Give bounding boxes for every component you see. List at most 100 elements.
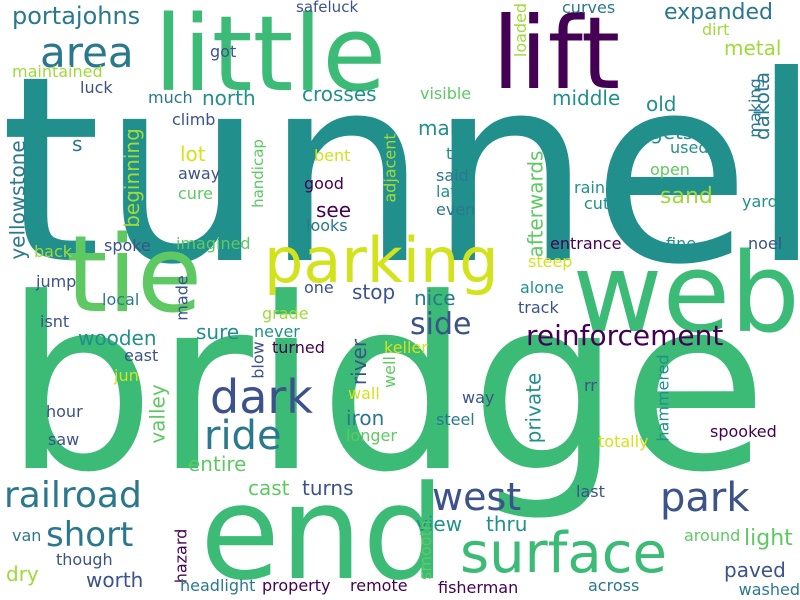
word-expanded: expanded [664, 0, 774, 25]
word-old: old [646, 92, 677, 116]
word-sand: sand [660, 184, 713, 209]
word-jun: jun [114, 366, 139, 385]
word-climb: climb [172, 110, 216, 129]
word-end: end [200, 457, 445, 600]
word-beginning: beginning [119, 128, 144, 228]
word-view: view [416, 512, 463, 536]
word-around: around [684, 526, 741, 545]
word-smooth: smooth [415, 520, 435, 580]
word-steep: steep [528, 252, 573, 271]
word-totally: totally [598, 432, 649, 451]
word-see: see [316, 198, 352, 222]
word-s: s [72, 132, 83, 156]
word-van: van [12, 526, 42, 545]
word-got: got [210, 42, 237, 61]
word-loaded: loaded [511, 2, 531, 58]
word-much: much [148, 88, 193, 107]
word-fisherman: fisherman [438, 578, 519, 597]
word-spooked: spooked [710, 422, 777, 441]
word-afterwards: afterwards [523, 150, 548, 258]
word-sure: sure [196, 320, 240, 344]
word-alone: alone [520, 278, 565, 297]
word-looks: looks [306, 216, 348, 235]
word-way: way [462, 388, 495, 407]
word-bridge: bridge [4, 248, 768, 525]
word-hour: hour [46, 402, 83, 421]
word-portajohns: portajohns [12, 2, 141, 30]
word-well: well [379, 356, 399, 388]
word-used: used [670, 138, 709, 157]
word-wooden: wooden [78, 326, 157, 350]
word-maintained: maintained [12, 62, 103, 81]
word-web: web [572, 229, 800, 357]
word-light: light [744, 526, 793, 551]
word-though: though [56, 550, 113, 569]
word-crosses: crosses [302, 82, 377, 106]
word-make: make [418, 116, 473, 140]
word-lot: lot [180, 142, 206, 166]
word-lift: lift [492, 0, 621, 112]
word-back: back [34, 242, 73, 261]
word-reinforcement: reinforcement [526, 319, 724, 352]
word-cut: cut [584, 194, 610, 213]
word-turned: turned [272, 338, 325, 357]
word-bent: bent [314, 146, 351, 165]
word-entire: entire [188, 452, 247, 476]
word-yellowstone: yellowstone [5, 140, 30, 260]
word-made: made [172, 275, 192, 321]
word-nice: nice [414, 286, 456, 310]
word-turns: turns [302, 476, 354, 500]
word-parking: parking [264, 224, 499, 297]
word-surface: surface [460, 521, 667, 586]
word-steel: steel [436, 410, 475, 429]
word-private: private [521, 372, 546, 444]
word-hammered: hammered [653, 354, 673, 442]
word-yards: yards [742, 192, 787, 211]
word-saw: saw [48, 430, 80, 449]
word-noel: noel [748, 234, 783, 253]
word-gets: gets [650, 120, 694, 144]
word-paved: paved [724, 558, 786, 582]
word-away: away [178, 164, 221, 183]
word-cure: cure [178, 184, 214, 203]
word-property: property [262, 576, 331, 595]
word-across: across [588, 576, 640, 595]
word-park: park [660, 475, 750, 521]
word-jump: jump [36, 272, 77, 291]
word-rr: rr [584, 376, 597, 395]
word-dry: dry [6, 562, 39, 586]
word-local: local [102, 290, 140, 309]
word-longer: longer [346, 426, 397, 445]
word-river: river [347, 338, 372, 386]
word-dark: dark [210, 370, 313, 424]
word-tie: tie [66, 213, 203, 336]
word-blow: blow [248, 341, 268, 379]
word-visible: visible [420, 84, 472, 103]
word-remote: remote [350, 576, 408, 595]
word-east: east [124, 346, 159, 365]
word-good: good [304, 174, 344, 193]
word-isnt: isnt [40, 312, 70, 331]
word-curves: curves [562, 0, 616, 17]
word-washed: washed [738, 580, 800, 599]
word-tire: tire [446, 144, 473, 163]
word-track: track [518, 298, 559, 317]
word-railroad: railroad [4, 475, 142, 516]
word-grade: grade [262, 304, 309, 323]
word-rain: rain [574, 178, 605, 197]
word-tunnel: tunnel [0, 21, 800, 321]
word-entrance: entrance [550, 234, 622, 253]
word-making: making [745, 78, 765, 138]
word-last: last [576, 482, 605, 501]
word-north: north [202, 86, 256, 110]
word-handicap: handicap [248, 139, 267, 208]
word-west: west [432, 475, 522, 519]
word-safeluck: safeluck [296, 0, 359, 16]
word-short: short [46, 515, 134, 555]
word-later: later [436, 182, 473, 201]
word-keller: keller [384, 338, 428, 357]
word-said: said [436, 166, 469, 185]
word-valley: valley [145, 384, 170, 444]
word-thru: thru [486, 512, 528, 536]
